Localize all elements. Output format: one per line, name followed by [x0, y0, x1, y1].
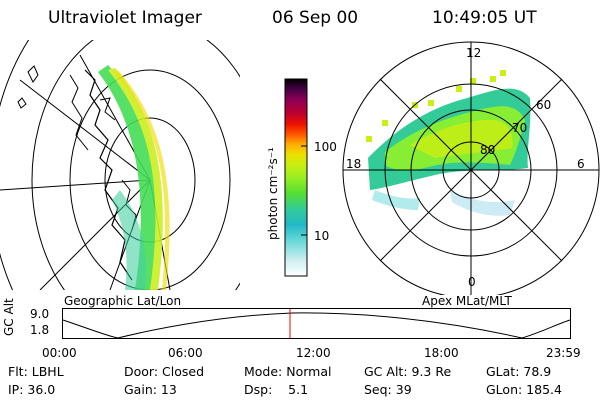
glon-status: GLon: 185.4: [486, 382, 562, 397]
xtick-0600: 06:00: [168, 346, 203, 360]
ip-status: IP: 36.0: [8, 382, 56, 397]
xtick-1200: 12:00: [296, 346, 331, 360]
xtick-1800: 18:00: [424, 346, 459, 360]
right-panel-label: Apex MLat/MLT: [422, 294, 512, 308]
mlt-label-18: 18: [346, 157, 362, 171]
left-panel-label: Geographic Lat/Lon: [64, 294, 182, 308]
colorbar-unit-label: photon cm⁻²s⁻¹: [266, 147, 280, 240]
mlt-label-12: 12: [466, 46, 482, 60]
auroral-oval: [366, 70, 531, 216]
geographic-globe-panel: [0, 40, 240, 290]
filter-status: Flt: LBHL: [8, 364, 64, 379]
instrument-title: Ultraviolet Imager: [48, 8, 202, 28]
altitude-plot: [62, 308, 571, 339]
altitude-curve: [62, 312, 571, 339]
mlat-label-60: 60: [536, 98, 552, 112]
colorbar-tick-10: 10: [314, 229, 330, 243]
mlt-label-6: 6: [577, 157, 585, 171]
glat-status: GLat: 78.9: [486, 364, 552, 379]
gain-status: Gain: 13: [124, 382, 177, 397]
colorbar: [284, 78, 308, 277]
xtick-2359: 23:59: [546, 346, 581, 360]
ytick-9: 9.0: [30, 307, 50, 321]
polar-mlt-panel: [342, 41, 600, 295]
mlt-label-0: 0: [468, 275, 476, 289]
time-label: 10:49:05 UT: [432, 8, 537, 28]
door-status: Door: Closed: [124, 364, 205, 379]
mlat-label-70: 70: [512, 121, 528, 135]
ytick-1-8: 1.8: [30, 323, 50, 337]
xtick-0000: 00:00: [42, 346, 77, 360]
mode-status: Mode: Normal: [244, 364, 332, 379]
mlat-label-80: 80: [480, 143, 496, 157]
gc-alt-ylabel: GC Alt: [2, 298, 16, 336]
gc-alt-status: GC Alt: 9.3 Re: [364, 364, 452, 379]
seq-status: Seq: 39: [364, 382, 412, 397]
date-label: 06 Sep 00: [272, 8, 359, 28]
colorbar-tick-100: 100: [314, 140, 337, 154]
dsp-status: Dsp: 5.1: [244, 382, 309, 397]
coastline-outline: [84, 69, 133, 281]
